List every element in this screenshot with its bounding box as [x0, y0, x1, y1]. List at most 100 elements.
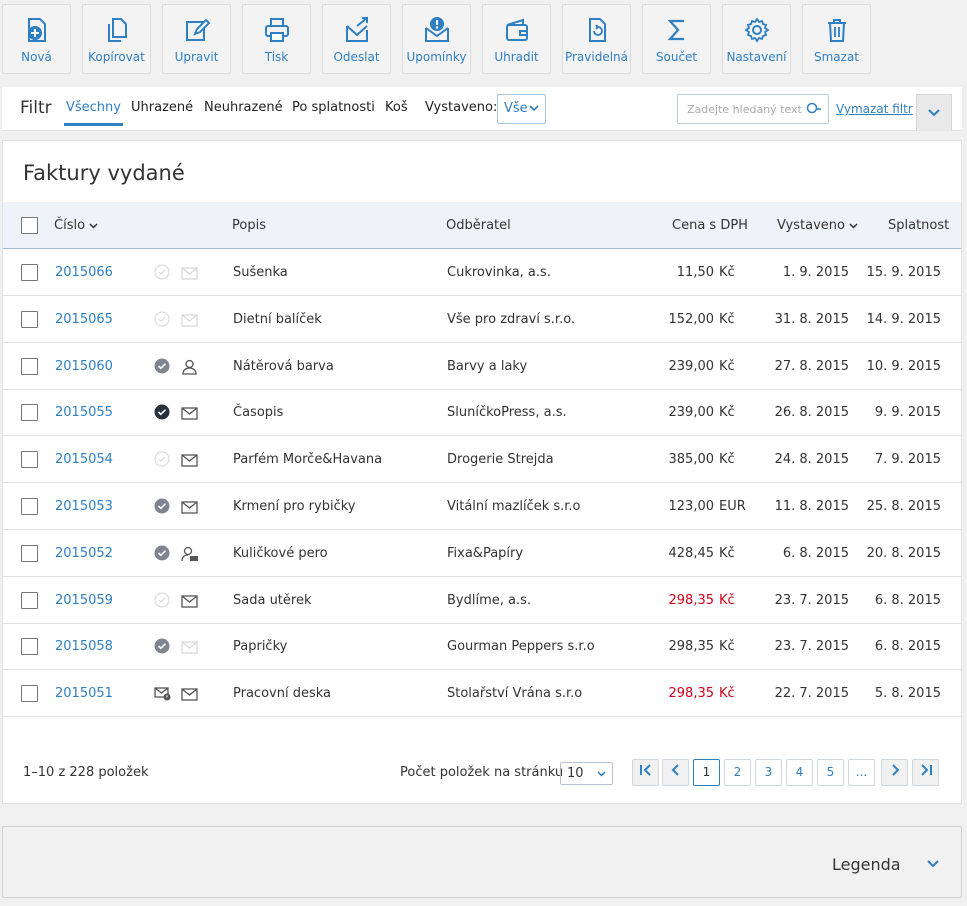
page-ellipsis[interactable]: ...: [848, 759, 875, 786]
table-row[interactable]: 2015053 Krmení pro rybičky Vitální mazlíče…: [3, 483, 961, 530]
price-cell: 428,45: [668, 545, 715, 561]
recurring-button-label: Pravidelná: [564, 50, 629, 64]
table-row[interactable]: 2015060 Nátěrová barva Barvy a laky 239,00 K…: [3, 343, 961, 390]
sum-button[interactable]: Součet: [642, 4, 711, 74]
invoice-number-link[interactable]: 2015066: [55, 265, 113, 280]
due-date-cell: 7. 9. 2015: [874, 452, 941, 468]
settings-button[interactable]: Nastavení: [722, 4, 791, 74]
page-1[interactable]: 1: [693, 759, 720, 786]
legend-panel[interactable]: Legenda: [2, 826, 962, 898]
print-button[interactable]: Tisk: [242, 4, 311, 74]
price-cell: 123,00: [668, 499, 715, 514]
search-input[interactable]: Zadejte hledaný text: [677, 94, 829, 124]
per-page-label: Počet položek na stránku: [400, 765, 564, 780]
copy-button[interactable]: Kopírovat: [82, 4, 151, 74]
invoice-number-link[interactable]: 2015060: [55, 358, 113, 374]
issued-date-cell: 6. 8. 2015: [782, 545, 849, 561]
tab-trash[interactable]: Koš: [385, 100, 408, 115]
invoice-number-link[interactable]: 2015051: [55, 686, 113, 702]
table-row[interactable]: 2015058 Papričky Gourman Peppers s.r.o 298,…: [3, 623, 961, 671]
table-row[interactable]: 2015052 Kuličkové pero Fixa&Papíry 428,45 Kč…: [3, 530, 961, 577]
table-row[interactable]: 2015054 Parfém Morče&Havana Drogerie Strej…: [3, 436, 961, 484]
first-page-button[interactable]: [632, 759, 659, 786]
page-4[interactable]: 4: [786, 759, 813, 786]
column-number[interactable]: Číslo: [54, 218, 98, 233]
issued-select[interactable]: Vše: [497, 94, 546, 124]
copy-button-label: Kopírovat: [88, 50, 145, 64]
send-button[interactable]: Odeslat: [322, 4, 391, 74]
reminders-button[interactable]: Upomínky: [402, 4, 471, 74]
invoice-number-link[interactable]: 2015058: [55, 639, 113, 655]
filter-bar: Filtr Všechny Uhrazené Neuhrazené Po spl…: [2, 87, 962, 131]
row-checkbox[interactable]: [21, 451, 38, 469]
currency-cell: EUR: [719, 499, 746, 514]
invoice-number-link[interactable]: 2015065: [55, 311, 113, 327]
invoice-number-link[interactable]: 2015052: [55, 545, 113, 561]
select-all-checkbox[interactable]: [21, 217, 38, 234]
last-page-button[interactable]: [912, 759, 939, 786]
table-row[interactable]: 2015051 Pracovní deska Stolařství Vrána s.…: [3, 670, 961, 718]
tab-overdue[interactable]: Po splatnosti: [292, 100, 375, 115]
description-cell: Krmení pro rybičky: [233, 499, 356, 514]
invoice-number-link[interactable]: 2015055: [55, 405, 113, 421]
column-due[interactable]: Splatnost: [888, 218, 950, 233]
gear-icon: [743, 17, 770, 43]
mail-icon: [181, 688, 198, 701]
edit-icon: [185, 18, 210, 41]
issued-date-cell: 23. 7. 2015: [774, 639, 849, 655]
table-row[interactable]: 2015065 Dietní balíček Vše pro zdraví s.r.…: [3, 296, 961, 343]
filter-expand-button[interactable]: [916, 94, 952, 131]
mail-icon: [181, 407, 198, 421]
recurring-button[interactable]: Pravidelná: [562, 4, 631, 74]
copy-icon: [107, 18, 127, 42]
person-icon: [182, 359, 197, 375]
column-issued[interactable]: Vystaveno: [777, 218, 858, 233]
row-checkbox[interactable]: [21, 638, 38, 656]
pay-button[interactable]: Uhradit: [482, 4, 551, 74]
next-page-button[interactable]: [881, 759, 908, 786]
description-cell: Kuličkové pero: [233, 545, 328, 561]
table-row[interactable]: 2015059 Sada utěrek Bydlíme, a.s. 298,35 Kč 2…: [3, 577, 961, 624]
search-icon[interactable]: [806, 102, 822, 116]
price-cell: 11,50: [676, 265, 714, 280]
page-2[interactable]: 2: [724, 759, 751, 786]
chevron-left-icon: [671, 764, 679, 776]
status-paid-icon: [154, 404, 170, 420]
row-checkbox[interactable]: [21, 310, 38, 328]
row-checkbox[interactable]: [21, 404, 38, 422]
column-price[interactable]: Cena s DPH: [672, 218, 748, 233]
status-indicator: [154, 358, 170, 378]
invoice-number-link[interactable]: 2015054: [55, 452, 113, 468]
new-button[interactable]: Nová: [2, 4, 71, 74]
invoice-number-link[interactable]: 2015053: [55, 499, 113, 514]
page-5[interactable]: 5: [817, 759, 844, 786]
table-row[interactable]: 2015055 Časopis SluníčkoPress, a.s. 239,00 K…: [3, 389, 961, 437]
row-checkbox[interactable]: [21, 498, 38, 515]
status-partly-paid-icon: [154, 638, 170, 654]
new-document-icon: [27, 18, 46, 42]
tab-paid[interactable]: Uhrazené: [131, 100, 194, 115]
tab-unpaid[interactable]: Neuhrazené: [204, 100, 283, 115]
column-description[interactable]: Popis: [232, 218, 266, 233]
prev-page-button[interactable]: [662, 759, 689, 786]
clear-filter-link[interactable]: Vymazat filtr: [836, 102, 913, 116]
communication-indicator: [181, 639, 198, 658]
invoice-number-link[interactable]: 2015059: [55, 592, 113, 608]
delete-button[interactable]: Smazat: [802, 4, 871, 74]
issued-date-cell: 24. 8. 2015: [774, 452, 849, 468]
communication-indicator: [181, 405, 198, 424]
row-checkbox[interactable]: [21, 357, 38, 375]
row-checkbox[interactable]: [21, 591, 38, 609]
column-customer[interactable]: Odběratel: [446, 218, 511, 233]
price-cell: 385,00: [668, 452, 715, 468]
tab-all[interactable]: Všechny: [64, 100, 123, 126]
edit-button[interactable]: Upravit: [162, 4, 231, 74]
page-3[interactable]: 3: [755, 759, 782, 786]
table-row[interactable]: 2015066 Sušenka Cukrovinka, a.s. 11,50 Kč 1. …: [3, 249, 961, 296]
first-page-icon: [639, 764, 651, 776]
per-page-select[interactable]: 10: [560, 762, 613, 785]
row-checkbox[interactable]: [21, 264, 38, 281]
row-checkbox[interactable]: [21, 685, 38, 703]
row-checkbox[interactable]: [21, 544, 38, 562]
issued-date-cell: 23. 7. 2015: [774, 592, 849, 608]
